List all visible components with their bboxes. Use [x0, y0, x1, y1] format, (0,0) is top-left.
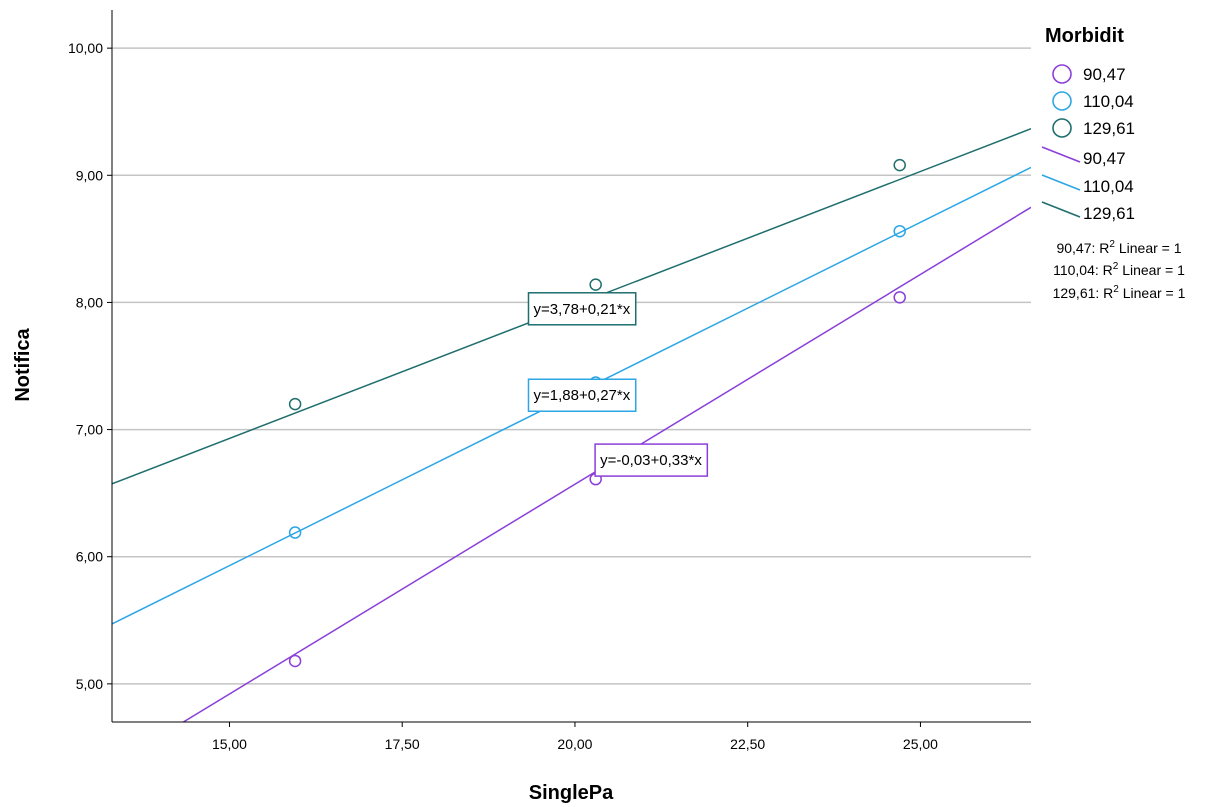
data-point-1-2 [893, 224, 906, 238]
y-tick-label: 10,00 [68, 40, 103, 56]
y-axis-title: Notifica [12, 327, 34, 401]
equation-text: y=1,88+0,27*x [533, 387, 630, 404]
legend-marker-1 [1052, 91, 1072, 111]
legend-r2-label: 129,61: R2 Linear = 1 [1053, 284, 1186, 301]
legend-title: Morbidit [1045, 25, 1124, 47]
legend-marker-0 [1052, 64, 1072, 84]
equation-box [527, 292, 637, 326]
legend-marker-label: 129,61 [1083, 119, 1135, 138]
equation-box [527, 378, 637, 412]
legend-r2-label: 110,04: R2 Linear = 1 [1053, 261, 1185, 278]
equation-text: y=-0,03+0,33*x [600, 452, 702, 469]
equation-label-0: y=-0,03+0,33*x [594, 443, 709, 477]
grid-lines [112, 47, 1031, 685]
legend: Morbidit 90,47 110,04 129,61 90,47 110,04 129… [1041, 25, 1186, 301]
legend-marker-2 [1052, 118, 1072, 138]
data-point-0-2 [893, 291, 906, 304]
legend-line-1 [1041, 174, 1081, 191]
equation-label-2: y=3,78+0,21*x [527, 292, 637, 326]
axes [111, 10, 1031, 723]
x-tick-label: 17,50 [385, 736, 420, 752]
y-tick-label: 7,00 [76, 422, 103, 438]
y-tick-label: 5,00 [76, 676, 103, 692]
legend-line-label: 90,47 [1083, 149, 1126, 168]
fit-line-0 [181, 206, 1031, 722]
legend-marker-label: 90,47 [1083, 65, 1126, 84]
y-tick-label: 9,00 [76, 167, 103, 183]
x-tick-label: 20,00 [557, 736, 592, 752]
data-point-0-0 [288, 654, 302, 668]
equation-labels: y=-0,03+0,33*x y=1,88+0,27*x y=3,78+0,21*x [527, 292, 709, 477]
x-tick-label: 22,50 [730, 736, 765, 752]
legend-marker-label: 110,04 [1083, 92, 1134, 111]
series-layer [112, 128, 1031, 722]
data-point-1-0 [288, 526, 302, 539]
y-tick-label: 6,00 [76, 549, 103, 565]
legend-line-2 [1041, 201, 1081, 218]
equation-box [594, 443, 709, 477]
data-point-2-0 [288, 397, 302, 411]
x-tick-label: 15,00 [212, 736, 247, 752]
data-point-2-2 [893, 158, 906, 172]
data-point-2-1 [589, 278, 602, 291]
plot-area [112, 128, 1031, 722]
x-tick-label: 25,00 [903, 736, 938, 752]
legend-line-label: 110,04 [1083, 177, 1134, 196]
legend-r2-label: 90,47: R2 Linear = 1 [1056, 239, 1181, 256]
legend-line-label: 129,61 [1083, 204, 1135, 223]
y-tick-label: 8,00 [76, 294, 103, 310]
equation-label-1: y=1,88+0,27*x [527, 378, 637, 412]
x-axis-title: SinglePa [529, 782, 614, 804]
tick-labels: 5,00 6,00 7,00 8,00 9,00 10,00 15,00 17,50 20,00… [68, 40, 938, 752]
legend-line-0 [1041, 146, 1081, 163]
equation-text: y=3,78+0,21*x [533, 301, 630, 318]
